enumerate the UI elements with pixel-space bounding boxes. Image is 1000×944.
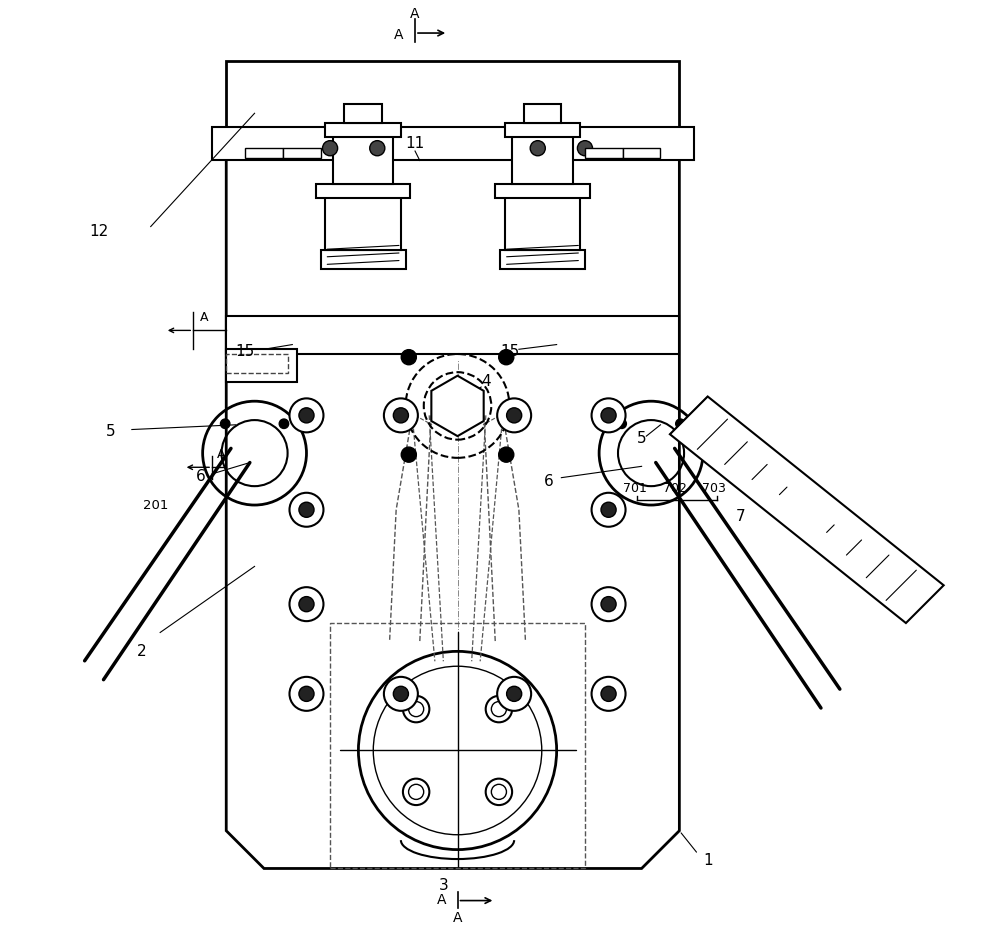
Text: 201: 201	[143, 498, 168, 512]
Circle shape	[323, 141, 338, 156]
Circle shape	[497, 398, 531, 432]
Text: A: A	[394, 28, 404, 42]
Circle shape	[617, 419, 626, 429]
Bar	[226, 349, 297, 382]
Text: 5: 5	[106, 424, 116, 439]
Bar	[623, 148, 660, 158]
Circle shape	[393, 408, 408, 423]
Circle shape	[370, 141, 385, 156]
Bar	[245, 148, 283, 158]
Circle shape	[403, 696, 429, 722]
Bar	[585, 148, 623, 158]
Circle shape	[289, 587, 323, 621]
Circle shape	[486, 779, 512, 805]
Bar	[226, 354, 288, 373]
Circle shape	[507, 686, 522, 701]
Bar	[505, 194, 580, 250]
Text: 11: 11	[405, 136, 425, 151]
Circle shape	[601, 686, 616, 701]
Text: A: A	[200, 311, 208, 324]
Circle shape	[592, 493, 626, 527]
Bar	[524, 104, 561, 123]
Circle shape	[401, 447, 416, 463]
Bar	[226, 61, 679, 132]
Circle shape	[279, 419, 289, 429]
Text: 2: 2	[136, 644, 146, 659]
Circle shape	[577, 141, 593, 156]
Bar	[316, 184, 410, 198]
Circle shape	[601, 502, 616, 517]
Circle shape	[592, 398, 626, 432]
Bar	[283, 148, 321, 158]
Circle shape	[530, 141, 545, 156]
Bar	[512, 132, 573, 184]
Bar	[344, 104, 382, 123]
Circle shape	[384, 398, 418, 432]
Bar	[495, 184, 590, 198]
Circle shape	[401, 349, 416, 364]
Bar	[212, 127, 694, 160]
Text: 15: 15	[500, 344, 519, 359]
Circle shape	[507, 408, 522, 423]
Circle shape	[299, 502, 314, 517]
Circle shape	[497, 677, 531, 711]
Text: A: A	[217, 447, 225, 461]
Text: 4: 4	[481, 374, 491, 389]
Bar	[330, 623, 585, 868]
Circle shape	[601, 597, 616, 612]
Bar	[325, 123, 401, 137]
Text: 3: 3	[438, 878, 448, 893]
Text: 6: 6	[196, 469, 206, 484]
Circle shape	[676, 419, 685, 429]
Circle shape	[592, 677, 626, 711]
Bar	[333, 132, 393, 184]
Polygon shape	[431, 376, 484, 436]
Circle shape	[289, 677, 323, 711]
Bar	[500, 250, 585, 269]
Text: A: A	[437, 893, 446, 906]
Circle shape	[299, 686, 314, 701]
Bar	[505, 123, 580, 137]
Polygon shape	[226, 132, 679, 868]
Circle shape	[393, 686, 408, 701]
Bar	[226, 316, 679, 354]
Circle shape	[486, 696, 512, 722]
Text: 701: 701	[623, 481, 647, 495]
Text: 7: 7	[736, 509, 746, 524]
Text: 12: 12	[89, 224, 108, 239]
Circle shape	[299, 408, 314, 423]
Text: 5: 5	[637, 431, 646, 447]
Circle shape	[403, 779, 429, 805]
Circle shape	[499, 447, 514, 463]
Circle shape	[384, 677, 418, 711]
Text: 6: 6	[544, 474, 554, 489]
Text: 702: 702	[663, 481, 687, 495]
Bar	[325, 194, 401, 250]
Text: A: A	[453, 911, 462, 925]
Text: 1: 1	[703, 853, 712, 868]
Text: 703: 703	[702, 481, 726, 495]
Circle shape	[220, 419, 230, 429]
Circle shape	[289, 398, 323, 432]
Polygon shape	[670, 396, 944, 623]
Text: A: A	[410, 7, 420, 21]
Circle shape	[289, 493, 323, 527]
Circle shape	[592, 587, 626, 621]
Circle shape	[601, 408, 616, 423]
Circle shape	[299, 597, 314, 612]
Bar	[321, 250, 406, 269]
Text: 15: 15	[235, 344, 255, 359]
Circle shape	[499, 349, 514, 364]
